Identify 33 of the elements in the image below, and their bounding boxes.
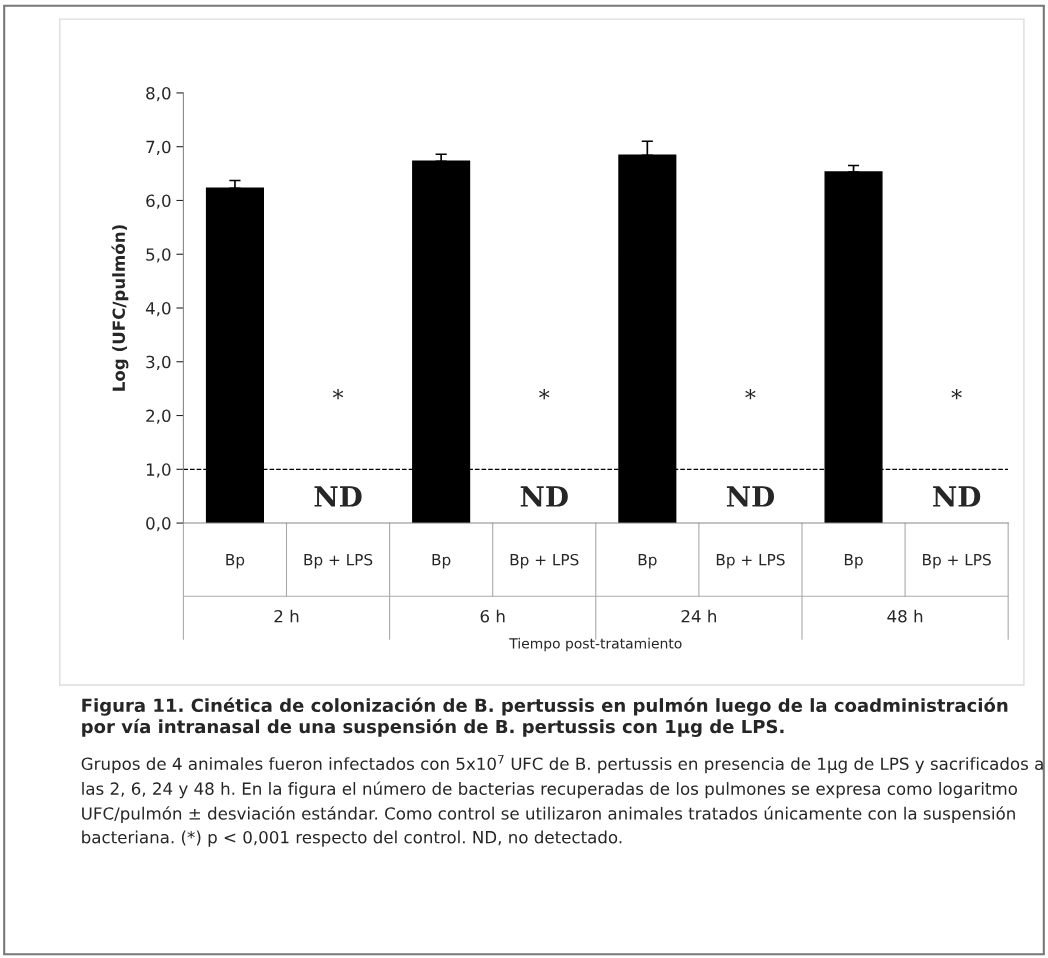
y-tick-label: 7,0 xyxy=(146,140,171,155)
y-tick-label: 6,0 xyxy=(146,194,171,209)
text: 2 h xyxy=(274,609,299,623)
y-tick-label: 4,0 xyxy=(145,301,171,317)
annotation: * xyxy=(539,389,550,400)
x-tick-label: Bp xyxy=(844,554,863,569)
annotation: * xyxy=(745,389,756,400)
x-tick-label: Bp + LPS xyxy=(716,553,785,569)
text: Grupos de 4 animales fueron infectados con 5x10$^{7}$ UFC de B. pertussis en presencia de 1µg de LPS y sacrificados a las 2, 6, 24 y 48 h. En la figura el número de bacterias recuperadas de los pulmones se expresa como logaritmo UFC/pulmón ± desviación estándar. Como control se utilizaron animales tratados únicamente con la suspensión bacteriana. (*) p < 0,001 respecto del control. ND, no detectado. xyxy=(81,754,1043,847)
text: Figura 11. Cinética de colonización de B. pertussis en pulmón luego de la coadministración por vía intranasal de una suspensión de B. pertussis con 1µg de LPS. xyxy=(82,697,1008,737)
x-tick-label: Bp + LPS xyxy=(510,553,579,569)
annotation: ND xyxy=(933,486,981,507)
x-tick-label: Bp + LPS xyxy=(304,553,373,569)
annotation: ND xyxy=(314,486,362,507)
x-tick-label: Bp + LPS xyxy=(923,553,991,569)
y-tick-label: 0,0 xyxy=(146,517,171,532)
y-tick-label: 1,0 xyxy=(146,463,171,478)
y-tick-label: 3,0 xyxy=(146,355,171,371)
annotation: * xyxy=(332,389,344,400)
y-tick-label: 8,0 xyxy=(146,86,171,102)
y-tick-label: 2,0 xyxy=(146,409,171,424)
annotation: ND xyxy=(726,486,775,507)
y-tick-label: 5,0 xyxy=(146,248,171,263)
x-tick-label: Bp xyxy=(638,554,657,569)
y-axis-title: Log (UFC/pulmón) xyxy=(111,225,129,391)
text: 48 h xyxy=(887,609,923,623)
text: 6 h xyxy=(480,609,505,623)
x-tick-label: Bp xyxy=(432,554,451,569)
text: 24 h xyxy=(681,609,717,623)
x-tick-label: Bp xyxy=(226,554,245,569)
annotation: * xyxy=(951,389,962,400)
annotation: ND xyxy=(520,486,568,507)
x-axis-title: Tiempo post-tratamiento xyxy=(509,637,682,652)
